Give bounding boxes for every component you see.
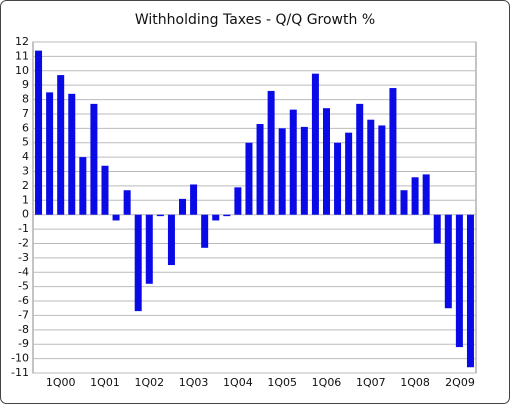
bar [378,125,386,215]
x-tick-label: 1Q00 [46,376,76,389]
bar [57,75,65,215]
y-tick-label: -9 [18,337,29,350]
x-tick-label: 2Q09 [445,376,475,389]
bar [46,92,54,215]
bar [311,73,319,215]
y-tick-label: 3 [22,165,29,178]
bar [345,132,353,215]
bar [145,214,153,284]
bar [278,128,286,215]
y-tick-label: -3 [18,251,29,264]
bar [334,142,342,215]
y-tick-label: -6 [18,294,29,307]
x-tick-label: 1Q07 [356,376,386,389]
bar [201,214,209,248]
bar [422,174,430,215]
y-tick-label: 9 [22,78,29,91]
x-tick-label: 1Q02 [134,376,164,389]
bar [68,93,76,215]
bar [455,214,463,348]
y-tick-label: 11 [15,49,29,62]
x-tick-label: 1Q08 [400,376,430,389]
y-tick-label: -8 [18,323,29,336]
y-tick-label: 2 [22,179,29,192]
y-tick-label: 10 [15,64,29,77]
bar [367,119,375,215]
bar [300,126,308,215]
bar [35,50,43,215]
bar [267,90,275,215]
y-tick-label: -2 [18,236,29,249]
y-tick-label: -11 [11,366,29,379]
bar [411,177,419,215]
bar [289,109,297,215]
y-tick-label: -7 [18,308,29,321]
bar [101,165,109,215]
bar [389,88,397,215]
y-tick-label: 12 [15,35,29,48]
bar [245,142,253,215]
x-tick-label: 1Q04 [223,376,253,389]
bar [256,124,264,215]
x-tick-label: 1Q05 [267,376,297,389]
bar [212,214,220,221]
bar [400,190,408,215]
y-tick-label: 1 [22,193,29,206]
y-tick-label: 7 [22,107,29,120]
y-tick-label: 6 [22,121,29,134]
chart-title: Withholding Taxes - Q/Q Growth % [135,12,375,28]
y-tick-label: -10 [11,352,29,365]
bar [223,214,231,217]
bar [167,214,175,266]
y-tick-label: 8 [22,93,29,106]
x-tick-label: 1Q01 [90,376,120,389]
y-tick-label: 0 [22,208,29,221]
bar [112,214,120,221]
bar [179,198,187,215]
bar [433,214,441,244]
bar [234,187,242,215]
bar [356,103,364,215]
x-tick-label: 1Q06 [312,376,342,389]
bar [123,190,131,215]
bar [79,157,87,215]
bar [156,214,164,217]
bar [90,103,98,215]
bar [190,184,198,215]
bar [444,214,452,309]
bar [322,108,330,215]
y-tick-label: 4 [22,150,29,163]
y-tick-label: -4 [18,265,29,278]
y-tick-label: -1 [18,222,29,235]
y-tick-label: 5 [22,136,29,149]
y-tick-label: -5 [18,280,29,293]
plot-area [32,41,477,374]
bar [134,214,142,312]
bar [466,214,474,368]
x-tick-label: 1Q03 [179,376,209,389]
